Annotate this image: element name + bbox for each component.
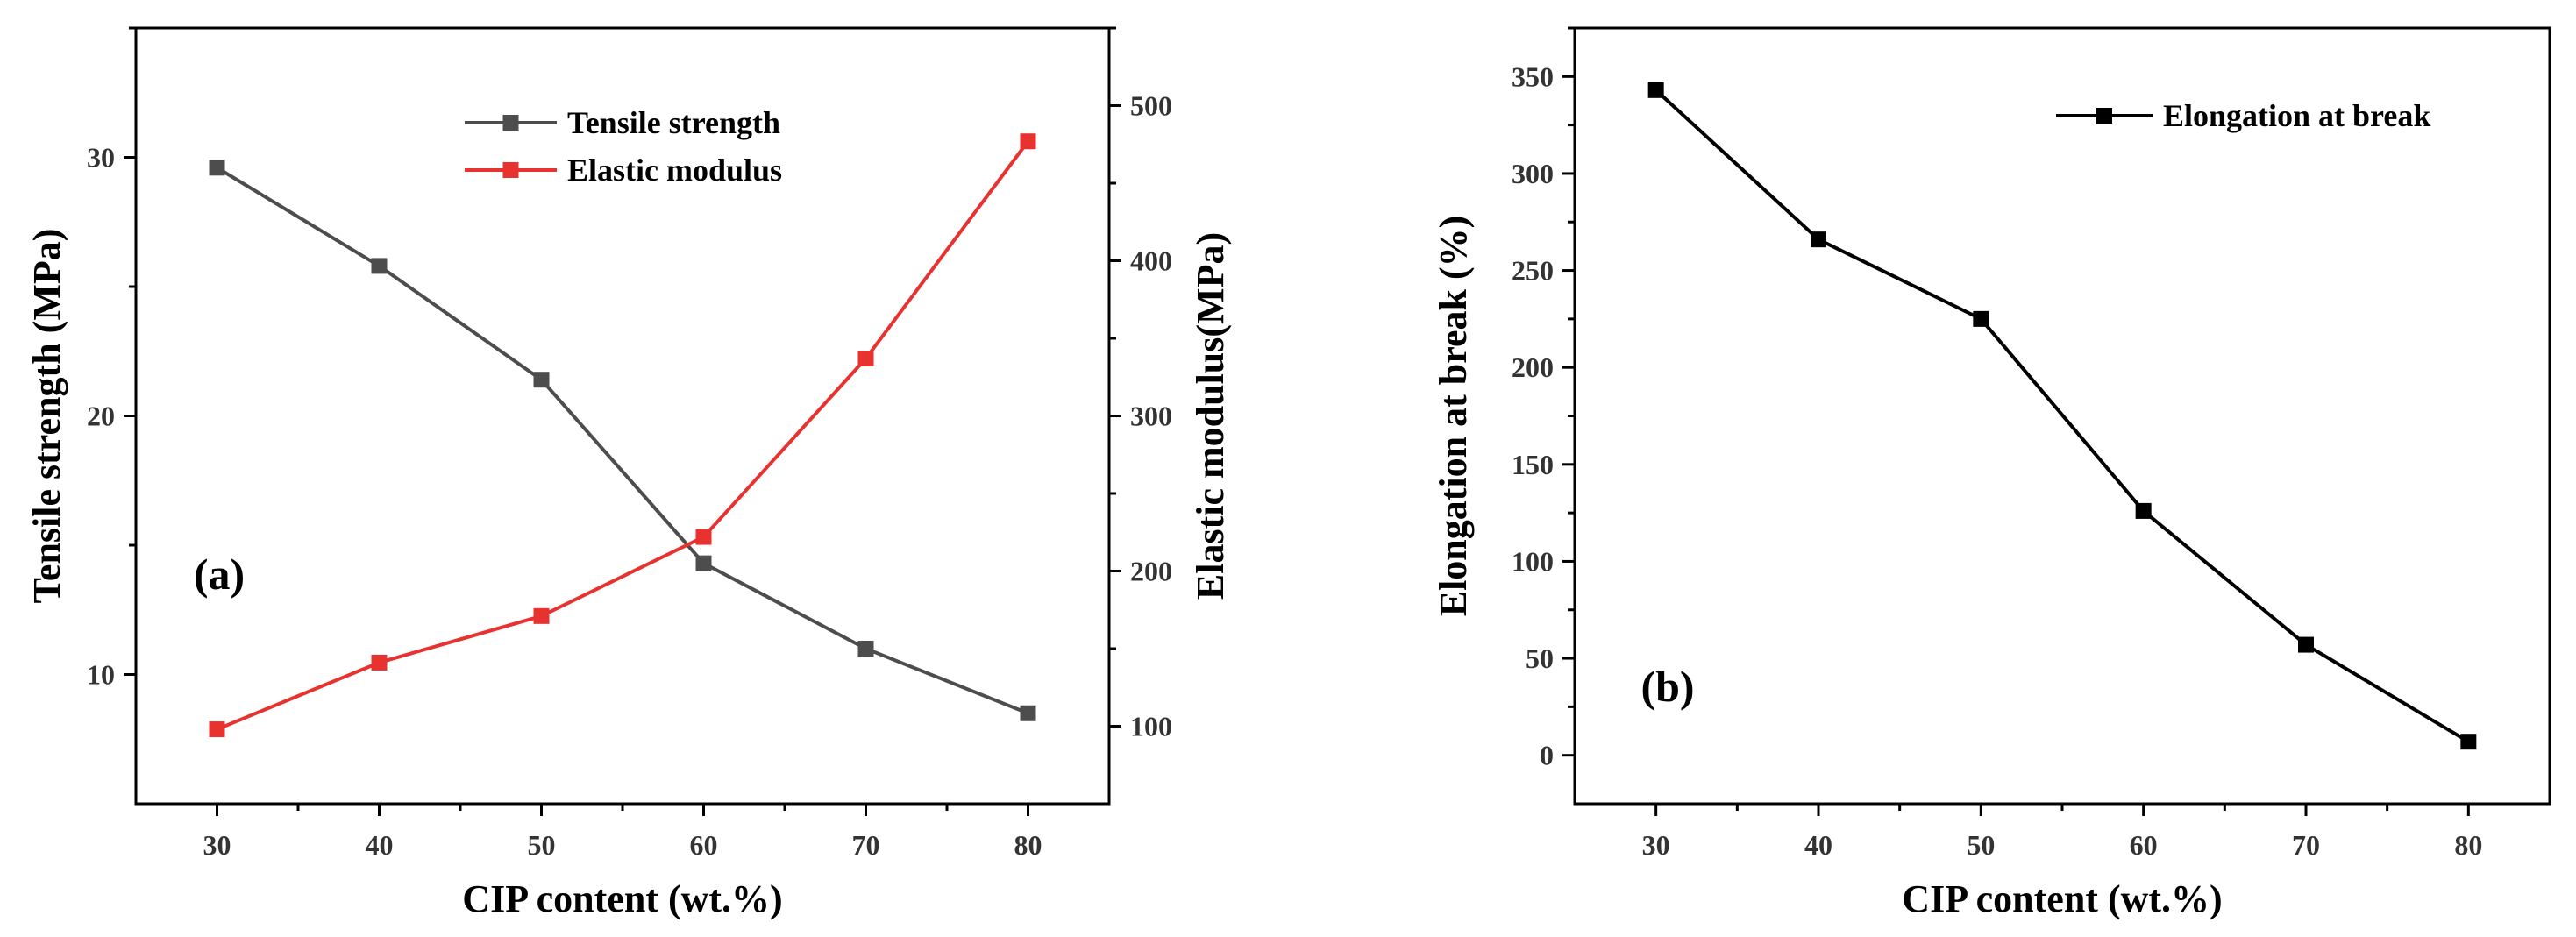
y-tick-label: 20	[87, 401, 115, 432]
series-line-1	[216, 140, 1030, 731]
y2-tick-label: 200	[1130, 556, 1172, 587]
data-point	[533, 372, 550, 388]
series-line-0	[1654, 89, 2470, 743]
x-axis-title: CIP content (wt.%)	[462, 877, 782, 920]
data-point	[533, 607, 550, 624]
y-tick-label: 30	[87, 142, 115, 174]
chart-a: 30 40 50 60 70 80 10 20 30 100 200 300 400 500 Tensile…	[25, 26, 1232, 920]
legend-marker	[502, 115, 519, 131]
data-point	[1020, 705, 1036, 721]
x-axis-title: CIP content (wt.%)	[1902, 877, 2222, 920]
data-point	[2298, 636, 2314, 653]
y2-tick-label: 500	[1130, 90, 1172, 122]
y-tick-label: 250	[1512, 255, 1554, 287]
x-tick-label: 30	[203, 829, 231, 861]
chart-b: 30 40 50 60 70 80 0 50 100 150 200 250 300 350 Elongat…	[1432, 26, 2551, 920]
series-line-0	[216, 166, 1029, 715]
x-tick-label: 40	[366, 829, 394, 861]
y-tick-label: 300	[1512, 158, 1554, 189]
y-axis-title: Elongation at break (%)	[1432, 216, 1475, 617]
y-tick-label: 200	[1512, 351, 1554, 383]
legend-label: Elastic modulus	[567, 153, 782, 188]
data-point	[209, 721, 225, 738]
y2-tick-label: 100	[1130, 711, 1172, 742]
legend-marker	[2096, 108, 2112, 124]
legend-label: Tensile strength	[567, 105, 780, 140]
y-tick-label: 10	[87, 659, 115, 691]
data-point	[209, 160, 225, 176]
data-point	[1020, 133, 1036, 150]
x-tick-label: 80	[2454, 829, 2482, 861]
y2-tick-label: 300	[1130, 401, 1172, 432]
data-point	[695, 529, 712, 545]
legend: Elongation at break	[2056, 98, 2430, 133]
y2-tick-label: 400	[1130, 245, 1172, 277]
x-tick-label: 50	[1967, 829, 1995, 861]
data-point	[695, 555, 712, 571]
y2-axis-title: Elastic modulus(MPa)	[1189, 232, 1232, 600]
data-point	[1973, 310, 1989, 327]
legend: Tensile strength Elastic modulus	[465, 105, 782, 188]
x-tick-label: 40	[1804, 829, 1832, 861]
data-point	[371, 258, 388, 274]
data-point	[1811, 231, 1826, 248]
data-point	[2135, 502, 2152, 519]
y-axis-title: Tensile strength (MPa)	[25, 229, 68, 604]
x-tick-label: 70	[2292, 829, 2320, 861]
y-tick-label: 0	[1540, 740, 1554, 771]
panel-label: (b)	[1640, 662, 1694, 711]
y-tick-label: 150	[1512, 449, 1554, 480]
y-tick-label: 50	[1526, 642, 1554, 674]
legend-label: Elongation at break	[2163, 98, 2430, 133]
x-tick-label: 70	[852, 829, 880, 861]
data-point	[2460, 734, 2477, 750]
x-tick-label: 30	[1642, 829, 1670, 861]
data-point	[857, 641, 874, 657]
y-tick-label: 350	[1512, 60, 1554, 92]
panel-label: (a)	[194, 550, 245, 599]
x-tick-label: 60	[2130, 829, 2158, 861]
x-tick-label: 60	[690, 829, 718, 861]
x-tick-label: 80	[1014, 829, 1042, 861]
legend-marker	[502, 162, 519, 178]
y-tick-label: 100	[1512, 545, 1554, 577]
data-point	[371, 654, 388, 671]
data-point	[1647, 82, 1664, 98]
data-point	[857, 351, 874, 367]
x-tick-label: 50	[528, 829, 556, 861]
